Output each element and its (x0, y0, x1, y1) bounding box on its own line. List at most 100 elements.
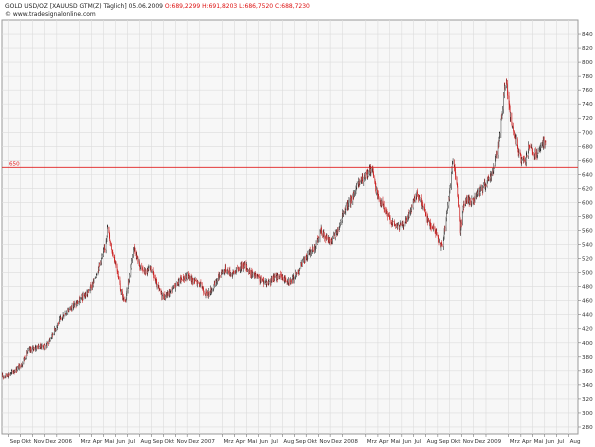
candle-body (4, 376, 6, 378)
x-tick-label: Okt (307, 439, 318, 445)
candle-body (464, 204, 466, 206)
candle-body (334, 234, 335, 236)
y-tick-label: 320 (582, 397, 593, 403)
candle-body (499, 133, 501, 137)
candle-body (277, 275, 279, 280)
candle-body (301, 266, 303, 267)
candle-body (283, 278, 285, 281)
candle-body (389, 216, 391, 218)
candle-body (139, 266, 141, 269)
candle-body (230, 273, 232, 276)
candle-body (512, 126, 514, 128)
candle-body (352, 196, 354, 201)
candle-body (161, 292, 163, 297)
candle-body (123, 296, 124, 301)
candle-body (392, 221, 393, 224)
candle-body (98, 263, 100, 270)
candle-body (543, 140, 544, 146)
candle-body (522, 157, 524, 159)
candle-body (134, 250, 136, 254)
candle-body (16, 368, 17, 371)
x-tick-label: Mrz (510, 439, 520, 445)
candle-body (408, 213, 409, 217)
candle-body (220, 272, 222, 277)
candle-body (359, 180, 361, 184)
candle-body (380, 201, 382, 204)
candle-body (218, 276, 220, 278)
candle-body (62, 315, 64, 317)
candle-body (502, 109, 503, 114)
candle-body (38, 345, 40, 349)
candle-body (134, 247, 136, 251)
candle-body (306, 256, 307, 259)
candle-body (392, 221, 394, 223)
candle-body (405, 219, 407, 222)
candle-body (278, 276, 280, 279)
candle-body (93, 278, 95, 282)
candle-body (210, 288, 212, 293)
candle-body (18, 364, 20, 369)
candle-body (501, 113, 503, 117)
candle-body (408, 213, 410, 218)
candle-body (115, 261, 117, 267)
candle-body (74, 303, 76, 305)
candle-body (203, 290, 205, 293)
candle-body (377, 189, 378, 197)
y-tick-label: 560 (582, 229, 593, 235)
candle-body (241, 263, 243, 269)
candle-body (229, 270, 230, 274)
candle-body (349, 198, 351, 201)
candle-body (422, 205, 423, 209)
candle-body (224, 270, 225, 273)
candle-body (54, 328, 56, 330)
candle-body (50, 337, 52, 339)
candle-body (298, 270, 300, 273)
candle-body (111, 249, 113, 253)
candle-body (518, 152, 520, 155)
candle-body (419, 197, 421, 200)
candle-body (374, 177, 376, 183)
candle-body (430, 226, 432, 228)
candle-body (265, 281, 266, 282)
candle-body (495, 157, 497, 159)
candle-body (445, 218, 447, 228)
candle-body (97, 271, 99, 276)
candle-body (388, 214, 389, 217)
level-line-group: 650 (2, 161, 578, 168)
candle-body (303, 257, 304, 262)
candle-body (128, 282, 130, 283)
candle-body (413, 200, 414, 203)
candle-body (70, 306, 71, 309)
candle-body (56, 327, 58, 330)
x-tick-label: Dez (188, 439, 199, 445)
candle-body (161, 295, 163, 297)
copyright-note: © www.tradesignalonline.com (5, 11, 96, 18)
candle-body (155, 280, 157, 282)
candle-body (509, 104, 510, 106)
candle-body (449, 190, 450, 200)
candle-body (468, 197, 469, 202)
candle-body (515, 139, 517, 145)
candle-body (383, 204, 385, 209)
candle-body (131, 259, 132, 264)
x-gridlines (8, 20, 569, 434)
candle-body (170, 290, 171, 292)
candle-body (481, 188, 483, 190)
candle-body (312, 246, 313, 251)
candle-body (469, 200, 470, 203)
candle-body (136, 255, 138, 258)
candle-body (95, 277, 97, 278)
candle-body (487, 178, 488, 181)
candle-body (386, 211, 387, 213)
candle-body (199, 284, 201, 287)
candle-body (245, 264, 247, 268)
candle-body (316, 239, 318, 245)
candle-body (191, 277, 193, 279)
candle-body (515, 137, 517, 145)
candle-body (400, 224, 402, 225)
candle-body (522, 157, 524, 159)
candle-body (507, 84, 508, 96)
candle-body (163, 298, 165, 300)
candle-body (314, 247, 315, 252)
